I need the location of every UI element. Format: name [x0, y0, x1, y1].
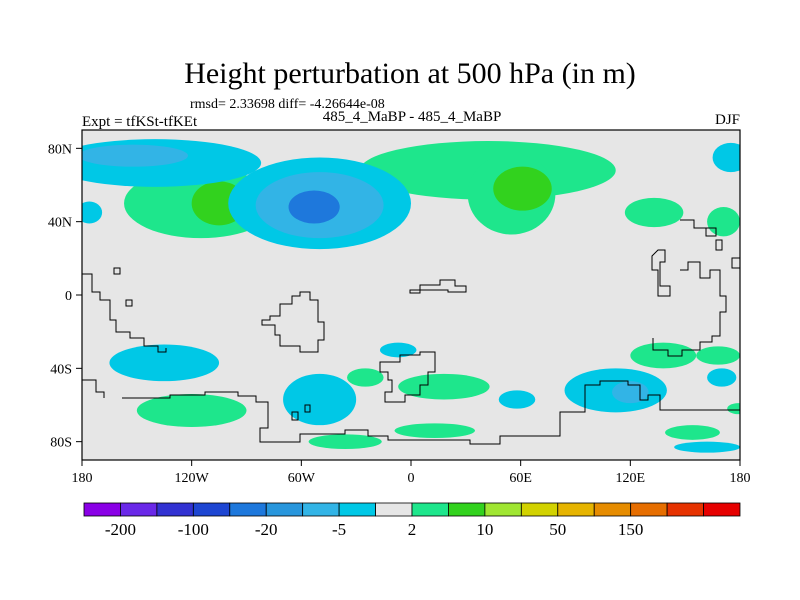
- x-tick-label: 120E: [616, 471, 646, 486]
- contour-region-2-9: [707, 368, 737, 387]
- y-tick-label: 80S: [50, 436, 72, 451]
- contour-region-3-0: [82, 144, 188, 167]
- y-axis: 80N 40N 0 40S 80S: [48, 142, 82, 451]
- colorbar: [83, 502, 741, 517]
- colorbar-swatch: [666, 502, 704, 517]
- x-tick-label: 60W: [288, 471, 316, 486]
- coastline-island-b: [125, 299, 133, 307]
- colorbar-swatch: [338, 502, 376, 517]
- contour-region-0-12: [665, 425, 720, 440]
- colorbar-swatch: [120, 502, 158, 517]
- contour-region-0-10: [630, 342, 697, 369]
- x-tick-label: 180: [72, 471, 93, 486]
- contour-region-0-4: [707, 207, 740, 237]
- contour-region-0-5: [136, 394, 247, 427]
- coastline-south-america: [261, 291, 325, 353]
- right-label: DJF: [715, 112, 740, 128]
- colorbar-swatch: [302, 502, 340, 517]
- colorbar-swatch: [520, 502, 559, 517]
- colorbar-swatch: [484, 502, 522, 517]
- colorbar-swatch: [156, 502, 194, 517]
- contour-region-2-5: [283, 373, 357, 426]
- colorbar-swatch: [192, 502, 231, 517]
- contour-region-0-6: [347, 368, 384, 387]
- x-tick-label: 60E: [509, 471, 532, 486]
- y-tick-label: 0: [65, 289, 72, 304]
- coastline-africa: [379, 351, 436, 403]
- contour-region-2-6: [498, 390, 536, 409]
- colorbar-label: -100: [178, 520, 209, 539]
- coastline-japan: [715, 239, 740, 269]
- contour-region-0-9: [308, 434, 382, 449]
- y-tick-label: 80N: [48, 142, 72, 157]
- stats-line: rmsd= 2.33698 diff= -4.26644e-08: [190, 97, 385, 112]
- colorbar-labels: -200 -100 -20 -5 2 10 50 150: [105, 520, 644, 539]
- contour-region-1-1: [493, 166, 552, 211]
- contour-region-2-4: [109, 344, 220, 382]
- left-label: Expt = tfKSt-tfKEt: [82, 114, 198, 130]
- coastline-southern-tip: [82, 379, 105, 398]
- x-tick-label: 180: [730, 471, 751, 486]
- colorbar-swatch: [448, 502, 486, 517]
- contour-region-4-0: [288, 190, 340, 224]
- contour-region-2-7: [379, 342, 417, 358]
- contour-region-0-7: [398, 373, 490, 400]
- colorbar-swatch: [593, 502, 632, 517]
- colorbar-label: 150: [618, 520, 644, 539]
- coastline-island-a: [113, 267, 121, 275]
- coastline-indonesia: [651, 249, 671, 297]
- contour-region-2-2: [712, 142, 740, 173]
- x-tick-label: 0: [408, 471, 415, 486]
- y-tick-label: 40S: [50, 362, 72, 377]
- coastline-peninsula: [291, 404, 311, 421]
- colorbar-label: 50: [549, 520, 566, 539]
- colorbar-swatch: [557, 502, 595, 517]
- colorbar-swatch: [83, 502, 121, 517]
- colorbar-label: 10: [476, 520, 493, 539]
- contour-region-0-8: [394, 423, 475, 438]
- colorbar-label: -200: [105, 520, 136, 539]
- colorbar-swatch: [265, 502, 304, 517]
- coastline-asia: [680, 219, 717, 237]
- colorbar-swatch: [703, 502, 741, 517]
- coastline-north-africa: [409, 279, 467, 294]
- x-tick-label: 120W: [175, 471, 210, 486]
- colorbar-label: 2: [408, 520, 417, 539]
- coastline-north-america: [82, 273, 167, 353]
- x-axis: 180 120W 60W 0 60E 120E 180: [72, 460, 751, 486]
- colorbar-swatch: [630, 502, 668, 517]
- coastline-australia: [652, 261, 727, 357]
- coastline-antarctica: [122, 380, 740, 445]
- contour-region-3-2: [612, 381, 649, 404]
- chart-title: Height perturbation at 500 hPa (in m): [184, 57, 636, 90]
- y-tick-label: 40N: [48, 216, 72, 231]
- contour-region-2-3: [82, 201, 103, 224]
- subtitle: 485_4_MaBP - 485_4_MaBP: [323, 109, 502, 125]
- colorbar-swatch: [375, 502, 413, 517]
- colorbar-swatch: [229, 502, 267, 517]
- contour-region-0-3: [624, 197, 684, 228]
- contour-layer: [82, 139, 740, 453]
- colorbar-label: -5: [332, 520, 346, 539]
- contour-region-2-10: [674, 441, 740, 453]
- contour-region-0-13: [727, 403, 740, 415]
- colorbar-swatch: [411, 502, 449, 517]
- coastlines: [82, 219, 740, 445]
- colorbar-label: -20: [255, 520, 278, 539]
- contour-region-0-11: [696, 346, 740, 365]
